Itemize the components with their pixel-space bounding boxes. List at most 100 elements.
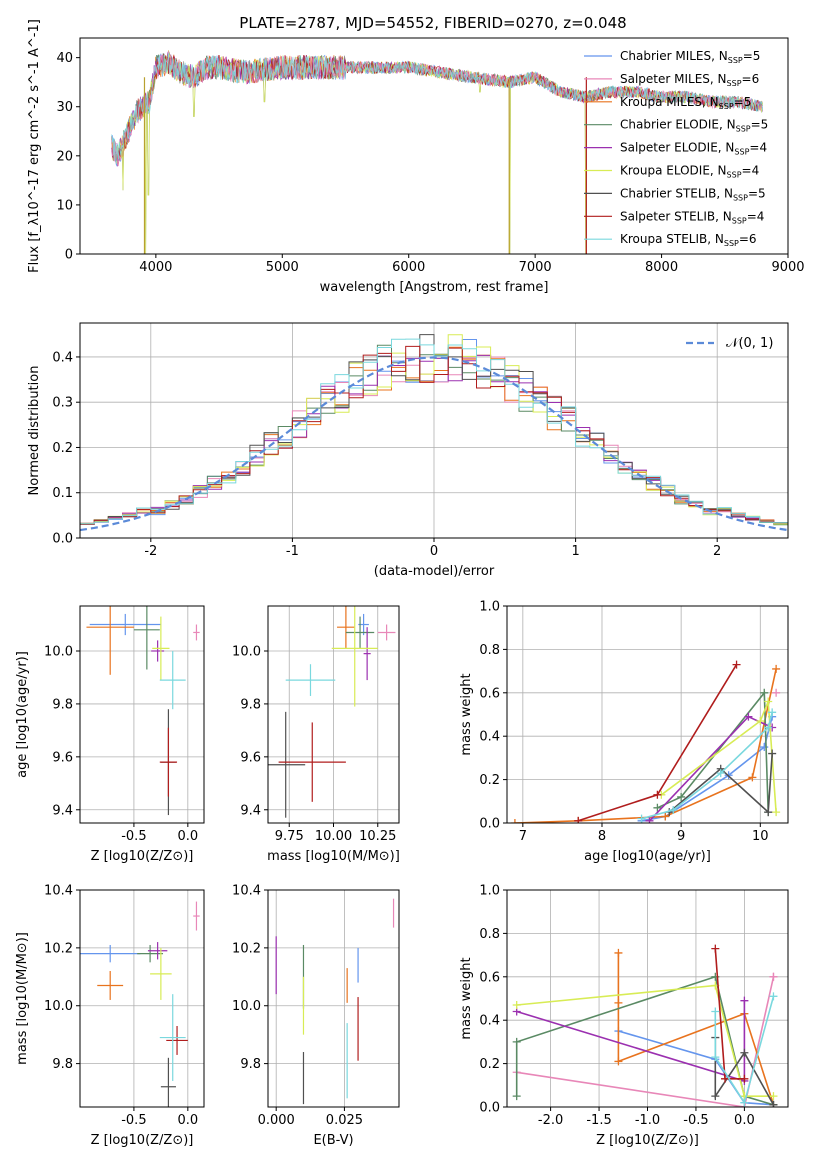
y-tick-label: 10.0 (232, 999, 261, 1014)
legend-label: Kroupa STELIB, NSSP=6 (620, 232, 757, 248)
errorbar-point (345, 616, 375, 649)
weight-series (512, 972, 778, 1107)
errorbar-point (137, 944, 164, 963)
weight-marker (760, 688, 769, 697)
weight-marker (614, 1057, 623, 1066)
mass_vs_EBV-plot-area (275, 898, 395, 1105)
y-axis-label: mass [log10(M/M⊙)] (15, 932, 30, 1065)
y-axis-label: age [log10(age/yr)] (15, 651, 30, 778)
y-tick-label: 10.4 (232, 884, 261, 899)
x-tick-label: 0.0 (177, 1113, 198, 1128)
x-tick-label: 0.0 (734, 1113, 755, 1128)
weight_vs_age-panel: 7 8 9 10 0.0 0.2 0.4 0.6 0.8 1.0 age [log10(age/yr… (459, 600, 789, 864)
errorbar-point (97, 971, 124, 1000)
y-tick-label: 0.0 (52, 532, 73, 547)
y-tick-label: 20 (56, 149, 73, 164)
spectrum-legend: Chabrier MILES, NSSP=5 Salpeter MILES, NS… (584, 49, 768, 248)
x-tick-label: -1 (286, 544, 299, 559)
errorbar-point (133, 606, 160, 670)
errorbar-point (159, 994, 186, 1081)
weight-marker (721, 1074, 730, 1083)
weight-marker (768, 708, 777, 717)
spectrum-panel: 4000 5000 6000 7000 8000 9000 0 10 20 30 40 wavelen… (27, 19, 805, 295)
weight-line (516, 976, 775, 1107)
y-tick-label: 0.6 (479, 970, 500, 985)
weight-marker (764, 723, 773, 732)
weight-marker (669, 805, 678, 814)
legend-label: Salpeter ELODIE, NSSP=4 (620, 141, 767, 157)
residual-histogram (80, 334, 788, 525)
y-tick-label: 9.6 (240, 750, 261, 765)
y-tick-label: 10.0 (232, 644, 261, 659)
x-tick-label: 9.75 (275, 829, 304, 844)
errorbar-point (363, 627, 371, 681)
y-tick-label: 10.2 (232, 941, 261, 956)
weight-marker (769, 1092, 778, 1101)
y-tick-label: 0.2 (52, 441, 73, 456)
residuals-panel: -2 -1 0 1 2 0.0 0.1 0.2 0.3 0.4 (data-model)/error… (27, 322, 789, 579)
errorbar-point (193, 624, 200, 641)
x-tick-label: -1.5 (586, 1113, 611, 1128)
weight-marker (772, 688, 781, 697)
errorbar-point (337, 606, 355, 649)
y-tick-label: 9.4 (240, 803, 261, 818)
errorbar-point (285, 664, 336, 696)
x-tick-label: 5000 (266, 260, 299, 275)
x-axis-label: mass [log10(M/M⊙)] (267, 849, 400, 864)
x-tick-label: 0.000 (258, 1113, 295, 1128)
weight-marker (769, 992, 778, 1001)
x-tick-label: 2 (713, 544, 721, 559)
y-tick-label: 9.8 (52, 697, 73, 712)
weight-marker (677, 792, 686, 801)
y-tick-label: 10.0 (44, 999, 73, 1014)
x-tick-label: 4000 (139, 260, 172, 275)
errorbar-point (331, 606, 378, 707)
y-tick-label: 9.8 (240, 1057, 261, 1072)
weight-marker (769, 972, 778, 981)
x-tick-label: -0.5 (121, 829, 146, 844)
weight-marker (711, 1007, 720, 1016)
y-tick-label: 0.0 (479, 1101, 500, 1116)
weight-marker (756, 717, 765, 726)
residual-histogram (80, 345, 788, 525)
weight-series (637, 708, 777, 823)
y-tick-label: 9.8 (52, 1057, 73, 1072)
x-tick-label: 0.0 (177, 829, 198, 844)
errorbar-point (151, 640, 165, 662)
weight-series (711, 992, 778, 1107)
weight-series (512, 981, 778, 1101)
errorbar-point (159, 650, 186, 710)
y-tick-label: 0.2 (479, 773, 500, 788)
errorbar-point (166, 1025, 188, 1055)
x-tick-label: 7 (519, 829, 527, 844)
x-tick-label: 10.00 (315, 829, 352, 844)
errorbar-point (150, 947, 172, 1000)
y-tick-label: 10.4 (44, 884, 73, 899)
y-tick-label: 1.0 (479, 884, 500, 899)
legend-label: Chabrier STELIB, NSSP=5 (620, 186, 766, 202)
weight-series (657, 697, 781, 817)
weight_vs_age-plot-area (510, 660, 781, 823)
weight-marker (760, 743, 769, 752)
spectrum-plot-area (111, 50, 763, 254)
x-tick-label: 0 (430, 544, 438, 559)
x-tick-label: -2 (144, 544, 157, 559)
x-tick-label: 10 (752, 829, 769, 844)
legend-label: 𝒩(0, 1) (726, 336, 773, 351)
weight-series (645, 712, 777, 823)
age_vs_mass-panel: 9.75 10.00 10.25 9.4 9.6 9.8 10.0 mass [log10(M… (232, 605, 400, 864)
y-tick-label: 30 (56, 100, 73, 115)
residual-legend: 𝒩(0, 1) (686, 336, 773, 351)
weight-marker (772, 664, 781, 673)
weight-series (574, 660, 741, 823)
y-tick-label: 9.6 (52, 750, 73, 765)
x-axis-label: E(B-V) (313, 1133, 353, 1148)
x-tick-label: -0.5 (121, 1113, 146, 1128)
axes-frame (79, 889, 205, 1108)
legend-label: Chabrier MILES, NSSP=5 (620, 49, 760, 65)
y-axis-label: mass weight (459, 957, 474, 1039)
weight-marker (637, 814, 646, 823)
weight-line (714, 996, 775, 1105)
errorbar-point (268, 711, 306, 818)
